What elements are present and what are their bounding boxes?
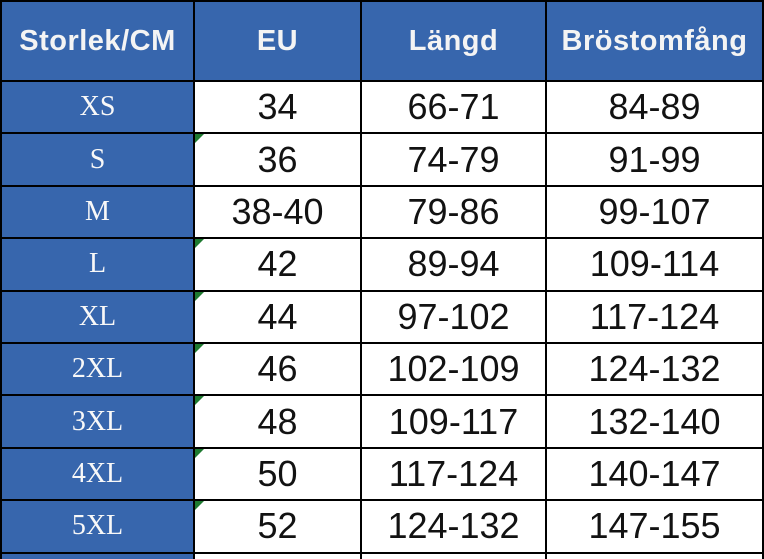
row-label-3xl: 3XL [2,396,195,447]
column-header-langd: Längd [362,2,547,80]
cell-langd-5xl: 124-132 [362,501,547,552]
size-label-text: 2XL [71,353,124,385]
cell-value: 91-99 [608,138,701,180]
excel-error-indicator-icon [195,343,204,353]
row-label-s: S [2,134,195,185]
column-header-eu: EU [195,2,362,80]
excel-error-indicator-icon [195,448,204,458]
cell-value: 36 [257,138,298,180]
cell-value: 34 [257,86,298,128]
excel-error-indicator-icon [195,501,204,511]
cell-value: 117-124 [388,452,519,494]
cell-value: 102-109 [387,348,520,390]
cell-value: 66-71 [407,86,500,128]
row-label-2xl: 2XL [2,343,195,395]
size-label-text: XS [79,91,116,123]
table-row-l: L 42 89-94 109-114 [2,239,762,292]
cell-value: 124-132 [588,348,721,390]
row-label-4xl: 4XL [2,448,195,500]
cell-value: 117-124 [589,295,720,337]
cell-langd-l: 89-94 [362,239,547,290]
cell-langd-4xl: 117-124 [362,448,547,500]
cell-eu-2xl: 46 [195,343,362,395]
cell-value: 109-114 [589,243,720,285]
cell-value: 74-79 [407,138,500,180]
cell-value: 124-132 [387,505,520,547]
cell-eu-s: 36 [195,134,362,185]
table-row-s: S 36 74-79 91-99 [2,134,762,187]
cell-value: 84-89 [608,86,701,128]
cell-value: 42 [257,243,298,285]
cell-value: 109-117 [388,400,519,442]
cell-eu-4xl: 50 [195,448,362,500]
row-label-l: L [2,239,195,290]
table-row-xl: XL 44 97-102 117-124 [2,291,762,344]
table-row-5xl: 5XL 52 124-132 147-155 [2,501,762,554]
cell-brostomfang-5xl: 147-155 [547,501,762,552]
cell-eu-l: 42 [195,239,362,290]
row-label-m: M [2,186,195,238]
cell-brostomfang-l: 109-114 [547,239,762,290]
cell-value: 44 [257,295,298,337]
cell-value: 52 [257,505,298,547]
row-label-5xl: 5XL [2,501,195,552]
cell-eu-xs: 34 [195,82,362,133]
table-row-3xl: 3XL 48 109-117 132-140 [2,396,762,449]
cell-langd-xs: 66-71 [362,82,547,133]
cell-langd-2xl: 102-109 [362,343,547,395]
cell-brostomfang-2xl: 124-132 [547,343,762,395]
column-header-storlek-cm: Storlek/CM [2,2,195,80]
table-row-partial [2,553,762,559]
cell-value: 147-155 [588,505,721,547]
size-label-text: 4XL [71,457,124,489]
cell-value: 132-140 [588,400,721,442]
table-row-xs: XS 34 66-71 84-89 [2,82,762,135]
cell-brostomfang-s: 91-99 [547,134,762,185]
cell-eu-m: 38-40 [195,186,362,238]
column-header-brostomfang: Bröstomfång [547,2,762,80]
excel-error-indicator-icon [195,134,204,144]
partial-cell [547,553,762,559]
cell-brostomfang-xl: 117-124 [547,291,762,342]
cell-langd-s: 74-79 [362,134,547,185]
cell-langd-3xl: 109-117 [362,396,547,447]
size-label-text: M [85,195,110,227]
partial-row-label-cell [2,553,195,559]
cell-eu-3xl: 48 [195,396,362,447]
excel-error-indicator-icon [195,396,204,406]
cell-value: 97-102 [397,295,510,337]
size-label-text: S [89,143,106,175]
partial-cell [362,553,547,559]
table-header-row: Storlek/CM EU Längd Bröstomfång [2,2,762,82]
size-label-text: 3XL [71,405,124,437]
cell-brostomfang-xs: 84-89 [547,82,762,133]
cell-value: 140-147 [588,452,721,494]
cell-eu-5xl: 52 [195,501,362,552]
cell-langd-xl: 97-102 [362,291,547,342]
cell-value: 99-107 [598,190,711,232]
excel-error-indicator-icon [195,291,204,301]
row-label-xs: XS [2,82,195,133]
cell-brostomfang-m: 99-107 [547,186,762,238]
partial-cell [195,553,362,559]
cell-eu-xl: 44 [195,291,362,342]
row-label-xl: XL [2,291,195,342]
cell-value: 89-94 [407,243,500,285]
cell-value: 79-86 [407,190,500,232]
size-label-text: 5XL [71,510,124,542]
cell-brostomfang-3xl: 132-140 [547,396,762,447]
cell-value: 38-40 [231,190,324,232]
table-row-m: M 38-40 79-86 99-107 [2,186,762,240]
cell-brostomfang-4xl: 140-147 [547,448,762,500]
cell-value: 46 [257,348,298,390]
size-label-text: XL [78,300,117,332]
table-row-2xl: 2XL 46 102-109 124-132 [2,343,762,397]
cell-langd-m: 79-86 [362,186,547,238]
table-row-4xl: 4XL 50 117-124 140-147 [2,448,762,502]
size-label-text: L [88,248,107,280]
cell-value: 50 [257,452,298,494]
excel-error-indicator-icon [195,239,204,249]
cell-value: 48 [257,400,298,442]
